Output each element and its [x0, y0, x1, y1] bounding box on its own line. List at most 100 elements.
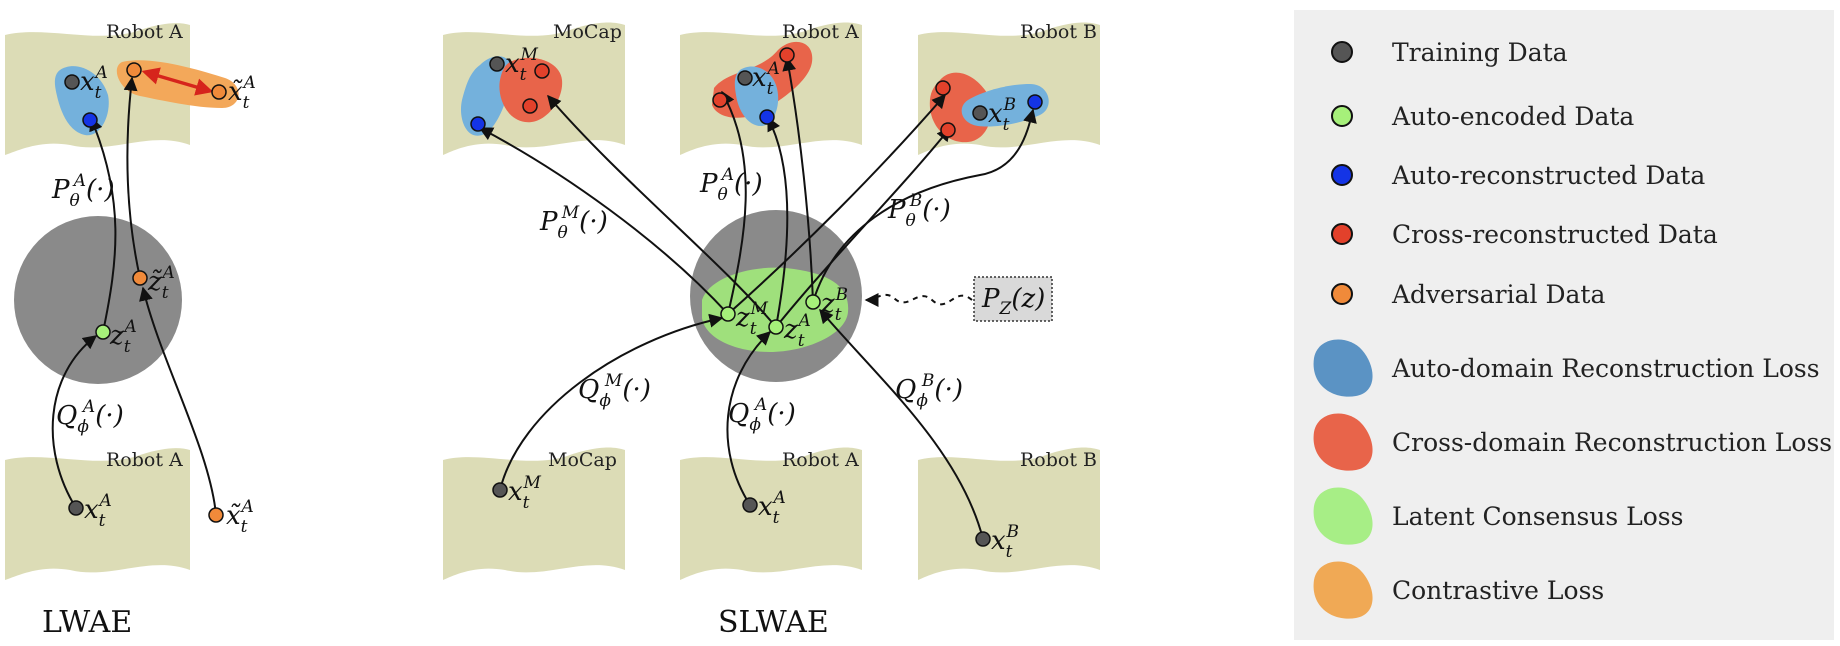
- lwae-adv-encode-arrow: [139, 286, 217, 516]
- legend-dot-icon: [1331, 41, 1353, 63]
- legend-label: Cross-reconstructed Data: [1392, 220, 1718, 249]
- slwae-robot-a-bottom-training-point: [742, 497, 758, 513]
- lwae-z-label: ztA: [109, 317, 137, 357]
- slwae-q-phi-m-label: QϕM(·): [578, 371, 651, 411]
- slwae-top-region-mocap-label: MoCap: [553, 21, 622, 43]
- lwae-contrastive-arrow: [141, 67, 214, 96]
- slwae-mocap-bottom-training-point: [492, 482, 508, 498]
- slwae-mocap-auto-loss-blob: [460, 56, 513, 136]
- slwae-latent-point-mocap: [720, 306, 736, 322]
- slwae-decode-arrow-robot-a-3: [782, 56, 814, 303]
- lwae-x-bottom-label: xtA: [84, 491, 112, 531]
- legend-label: Latent Consensus Loss: [1392, 502, 1683, 531]
- lwae-decode-arrow: [89, 116, 117, 333]
- slwae-decode-arrow-robot-a-1: [721, 90, 747, 315]
- lwae-latent-point: [95, 324, 111, 340]
- legend-label: Auto-reconstructed Data: [1391, 161, 1705, 190]
- slwae-robot-b-training-point: [972, 105, 988, 121]
- slwae-panel: MoCap Robot A Robot B MoCap Robot A Robo…: [443, 21, 1100, 640]
- legend-blob-icon: [1313, 339, 1373, 397]
- legend-item: Cross-domain Reconstruction Loss: [1313, 413, 1832, 471]
- lwae-q-phi-label: QϕA(·): [56, 397, 124, 437]
- lwae-panel: Robot A Robot A xtA x̃tA PθA(·) z̃tA ztA…: [5, 21, 256, 640]
- slwae-mocap-cross-point-2: [522, 98, 538, 114]
- slwae-robot-a-cross-point-2: [712, 92, 728, 108]
- slwae-latent-point-robot-a: [768, 319, 784, 335]
- slwae-prior-box: [973, 276, 1053, 322]
- lwae-bottom-region: [5, 448, 190, 580]
- legend-dot-icon: [1331, 105, 1353, 127]
- lwae-x-top-label: xtA: [80, 63, 108, 103]
- legend-label: Contrastive Loss: [1392, 576, 1604, 605]
- legend-label: Cross-domain Reconstruction Loss: [1392, 428, 1832, 457]
- slwae-prior-label: PZ(z): [981, 284, 1045, 319]
- slwae-bottom-region-robot-b-label: Robot B: [1020, 449, 1097, 471]
- slwae-x-robot-b-bottom-label: xtB: [991, 522, 1019, 562]
- slwae-bottom-region-robot-b: [918, 447, 1100, 580]
- slwae-mocap-training-point: [489, 56, 505, 72]
- legend-background: [1294, 10, 1834, 640]
- legend-item: Latent Consensus Loss: [1313, 487, 1683, 545]
- legend-label: Adversarial Data: [1391, 280, 1605, 309]
- lwae-training-point-top: [64, 74, 80, 90]
- legend: Training Data Auto-encoded Data Auto-recon…: [1294, 10, 1834, 640]
- slwae-x-mocap-bottom-label: xtM: [508, 473, 542, 513]
- slwae-caption: SLWAE: [718, 605, 829, 640]
- lwae-top-region-label: Robot A: [106, 21, 183, 43]
- slwae-q-phi-a-label: QϕA(·): [728, 395, 796, 435]
- slwae-mocap-cross-point-1: [534, 63, 550, 79]
- slwae-x-robot-b-top-label: xtB: [988, 95, 1016, 135]
- legend-dot-icon: [1331, 164, 1353, 186]
- lwae-auto-reconstructed-point: [82, 112, 98, 128]
- lwae-training-point-bottom: [68, 500, 84, 516]
- lwae-adversarial-point-top: [126, 62, 142, 78]
- slwae-x-robot-a-bottom-label: xtA: [758, 488, 786, 528]
- lwae-adversarial-latent-point: [132, 270, 148, 286]
- legend-item: Contrastive Loss: [1313, 561, 1604, 619]
- slwae-decode-arrow-robot-a-2: [767, 116, 789, 328]
- slwae-bottom-region-robot-a: [680, 447, 862, 580]
- legend-label: Training Data: [1392, 38, 1568, 67]
- slwae-robot-a-training-point: [737, 70, 753, 86]
- legend-item: Training Data: [1331, 38, 1568, 67]
- slwae-robot-b-auto-point: [1027, 94, 1043, 110]
- slwae-bottom-region-mocap-label: MoCap: [548, 449, 617, 471]
- legend-item: Cross-reconstructed Data: [1331, 220, 1718, 249]
- slwae-decode-arrow-mocap-auto: [478, 127, 729, 315]
- legend-label: Auto-domain Reconstruction Loss: [1391, 354, 1820, 383]
- legend-blob-icon: [1313, 561, 1373, 619]
- lwae-caption: LWAE: [42, 605, 132, 640]
- lwae-bottom-region-label: Robot A: [106, 449, 183, 471]
- legend-blob-icon: [1313, 487, 1373, 545]
- slwae-top-region-robot-b-label: Robot B: [1020, 21, 1097, 43]
- lwae-latent-space: [14, 216, 182, 384]
- slwae-z-robot-a-label: ztA: [783, 311, 811, 351]
- lwae-adv-decode-arrow: [123, 76, 141, 279]
- slwae-prior-dashed-arrow: [864, 292, 973, 307]
- slwae-bottom-region-mocap: [443, 447, 625, 580]
- slwae-bottom-region-robot-a-label: Robot A: [782, 449, 859, 471]
- legend-dot-icon: [1331, 283, 1353, 305]
- legend-item: Auto-reconstructed Data: [1331, 161, 1705, 190]
- lwae-ztilde-label: z̃tA: [147, 263, 175, 303]
- slwae-latent-point-robot-b: [805, 294, 821, 310]
- slwae-decode-arrow-robot-b-1: [727, 93, 946, 315]
- slwae-decode-arrow-robot-b-3: [812, 108, 1037, 303]
- legend-blob-icon: [1313, 413, 1373, 471]
- slwae-mocap-auto-point: [470, 116, 486, 132]
- slwae-top-region-robot-a-label: Robot A: [782, 21, 859, 43]
- legend-item: Auto-domain Reconstruction Loss: [1313, 339, 1820, 397]
- slwae-q-phi-b-label: QϕB(·): [895, 371, 963, 411]
- slwae-z-robot-b-label: ztB: [820, 285, 848, 325]
- slwae-p-theta-a-label: PθA(·): [699, 165, 763, 205]
- slwae-x-mocap-top-label: xtM: [505, 45, 539, 85]
- slwae-robot-b-cross-point-1: [935, 80, 951, 96]
- slwae-z-mocap-label: ztM: [735, 299, 769, 339]
- slwae-encode-arrow-mocap: [499, 313, 724, 491]
- legend-item: Auto-encoded Data: [1331, 102, 1634, 131]
- slwae-robot-b-bottom-training-point: [975, 531, 991, 547]
- legend-item: Adversarial Data: [1331, 280, 1605, 309]
- slwae-encode-arrow-robot-a: [726, 331, 772, 506]
- slwae-x-robot-a-top-label: xtA: [752, 59, 780, 99]
